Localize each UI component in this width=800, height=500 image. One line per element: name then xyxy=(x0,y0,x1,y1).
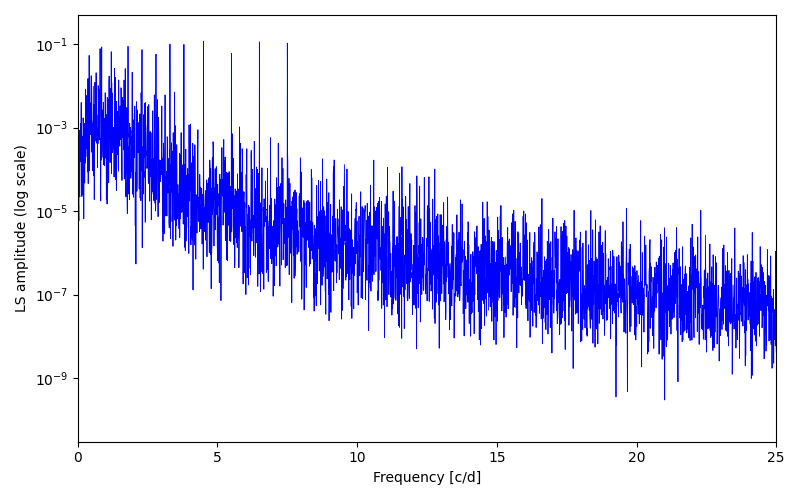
Y-axis label: LS amplitude (log scale): LS amplitude (log scale) xyxy=(15,144,29,312)
X-axis label: Frequency [c/d]: Frequency [c/d] xyxy=(373,471,481,485)
